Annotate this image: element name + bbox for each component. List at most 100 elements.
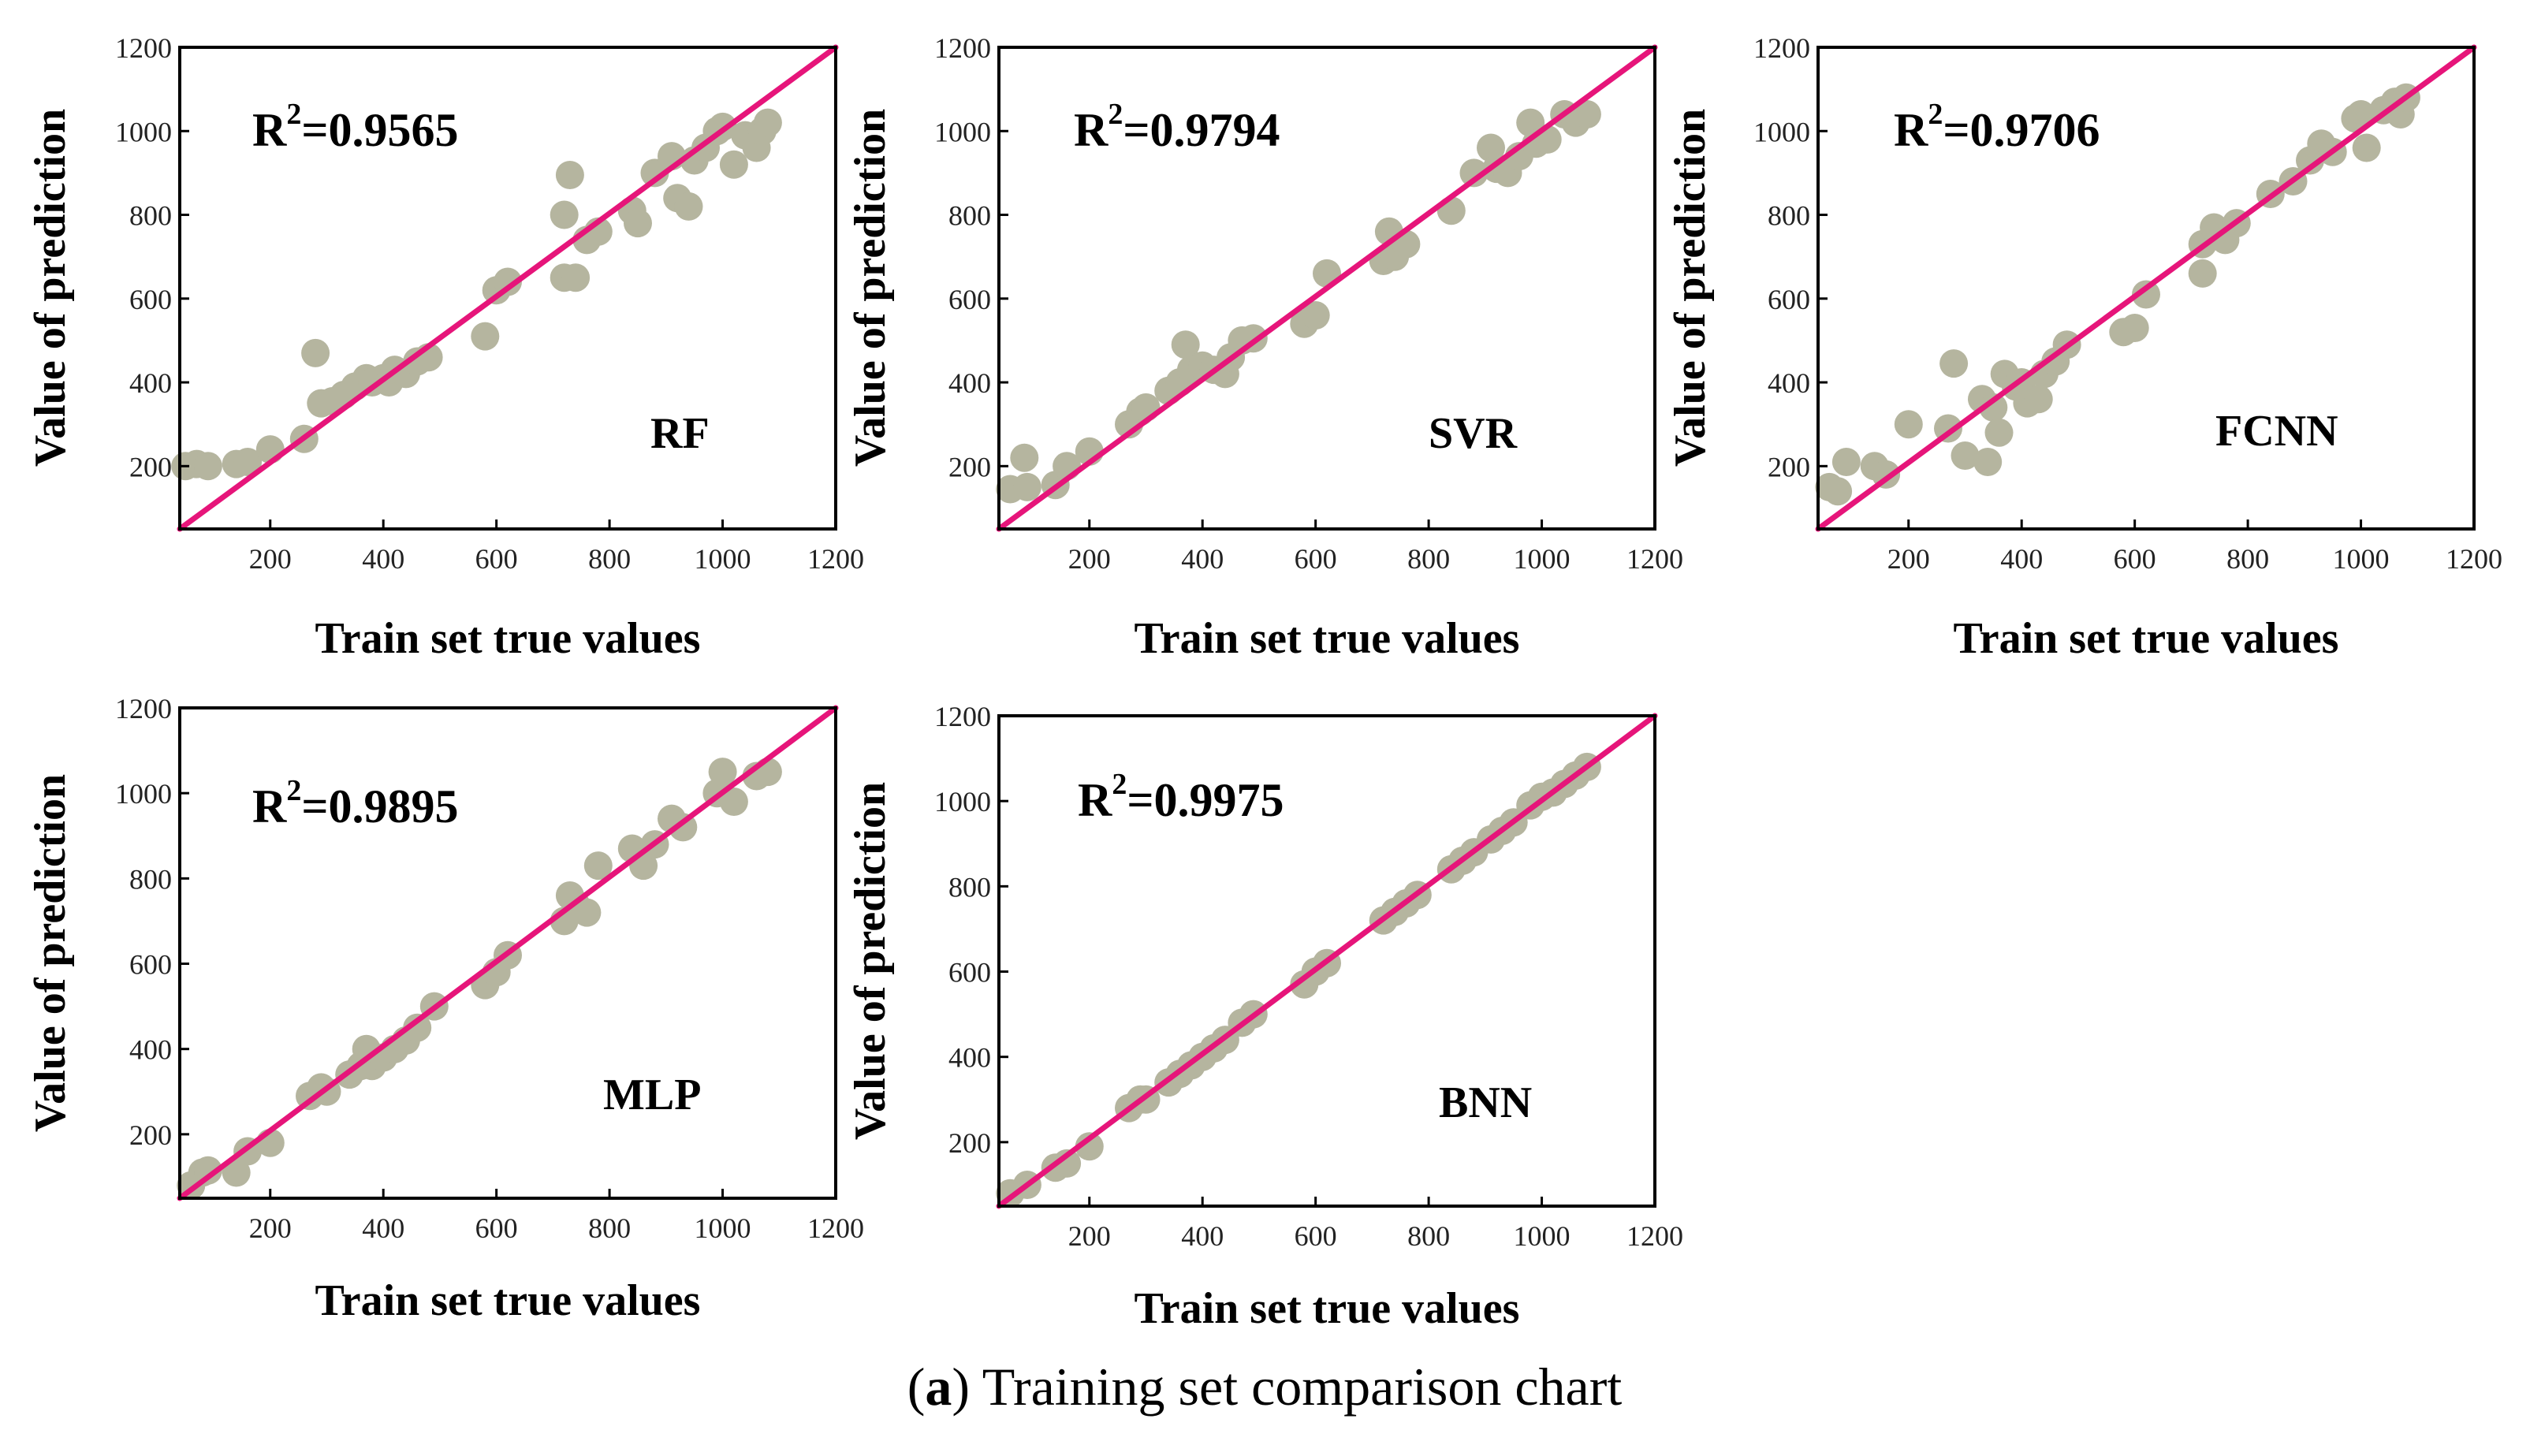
y-tick-label-mlp-1000: 1000 (115, 778, 172, 810)
y-tick-label-fcnn-200: 200 (1768, 451, 1810, 482)
x-tick-label-bnn-1200: 1200 (1626, 1220, 1683, 1252)
x-tick-label-svr-200: 200 (1068, 543, 1111, 575)
data-point-fcnn-12 (1984, 418, 2014, 447)
data-point-rf-22 (494, 267, 522, 296)
y-tick-label-rf-800: 800 (129, 200, 172, 232)
data-point-fcnn-25 (2188, 259, 2217, 288)
x-tick-label-fcnn-1000: 1000 (2333, 543, 2390, 575)
x-tick-label-fcnn-200: 200 (1887, 543, 1930, 575)
x-tick-label-rf-800: 800 (588, 543, 631, 575)
data-point-mlp-16 (403, 1013, 432, 1042)
data-point-svr-27 (1459, 158, 1489, 188)
x-tick-label-mlp-200: 200 (249, 1212, 292, 1244)
data-point-mlp-25 (583, 851, 613, 881)
y-tick-label-bnn-200: 200 (948, 1127, 991, 1159)
y-tick-label-rf-1000: 1000 (115, 116, 172, 147)
x-tick-label-bnn-800: 800 (1407, 1220, 1450, 1252)
model-label-mlp: MLP (603, 1071, 701, 1119)
data-point-fcnn-35 (2346, 100, 2375, 128)
x-axis-title-bnn: Train set true values (1135, 1284, 1520, 1333)
data-point-svr-2 (1012, 472, 1041, 501)
y-tick-label-rf-200: 200 (129, 451, 172, 482)
plot-frame-fcnn (1816, 46, 2476, 531)
model-label-rf: RF (650, 409, 710, 458)
data-point-svr-11 (1171, 330, 1200, 359)
panel-mlp: 200 400 600 800 1000 1200 200 400 600 800 1000 1200… (26, 693, 864, 1325)
plot-area-fcnn: 200 400 600 800 1000 1200 200 400 600 800 1000 1200 (1753, 32, 2502, 575)
data-point-svr-37 (1572, 100, 1601, 128)
x-tick-label-rf-400: 400 (362, 543, 404, 575)
x-tick-label-rf-600: 600 (475, 543, 518, 575)
data-point-fcnn-36 (2352, 133, 2381, 162)
x-tick-label-fcnn-1200: 1200 (2446, 543, 2502, 575)
data-point-fcnn-5 (1894, 410, 1923, 439)
figure-caption: (a) Training set comparison chart (907, 1357, 1623, 1417)
y-tick-label-mlp-1200: 1200 (115, 693, 172, 724)
data-point-rf-26 (555, 161, 584, 189)
x-tick-label-svr-800: 800 (1407, 543, 1450, 575)
x-axis-title-fcnn: Train set true values (1954, 614, 2339, 663)
plot-area-mlp: 200 400 600 800 1000 1200 200 400 600 800 1000 1200 (115, 693, 864, 1244)
y-tick-label-fcnn-1000: 1000 (1753, 116, 1810, 147)
fit-line-bnn (996, 713, 1658, 1209)
fit-line-rf (177, 44, 839, 532)
panel-rf: 200 400 600 800 1000 1200 200 400 600 800 1000 1200… (26, 32, 864, 663)
y-tick-label-bnn-1000: 1000 (934, 786, 991, 817)
data-point-rf-39 (719, 150, 748, 179)
y-tick-label-svr-400: 400 (948, 367, 991, 399)
plot-frame-svr (997, 46, 1656, 531)
y-tick-label-fcnn-400: 400 (1768, 367, 1810, 399)
x-tick-label-svr-600: 600 (1295, 543, 1337, 575)
y-tick-label-bnn-600: 600 (948, 957, 991, 989)
r2-label-rf: R2=0.9565 (252, 98, 459, 156)
plot-frame-rf (178, 46, 837, 531)
data-point-svr-8 (1131, 393, 1161, 422)
data-point-mlp-2 (193, 1156, 222, 1185)
y-tick-label-svr-800: 800 (948, 200, 991, 232)
plot-area-rf: 200 400 600 800 1000 1200 200 400 600 800 1000 1200 (115, 32, 864, 575)
data-point-rf-34 (674, 192, 703, 221)
fit-line-svr (996, 44, 1658, 532)
y-tick-label-fcnn-1200: 1200 (1753, 32, 1810, 64)
data-point-fcnn-23 (2132, 280, 2160, 309)
data-point-bnn-3 (1053, 1149, 1082, 1178)
data-point-fcnn-22 (2120, 314, 2149, 342)
data-point-fcnn-10 (1973, 448, 2003, 476)
x-tick-label-mlp-600: 600 (475, 1212, 518, 1244)
data-point-fcnn-17 (2024, 385, 2053, 414)
r2-label-bnn: R2=0.9975 (1078, 768, 1284, 826)
y-tick-label-fcnn-600: 600 (1768, 284, 1810, 315)
data-point-mlp-3 (222, 1158, 251, 1187)
y-tick-label-svr-600: 600 (948, 284, 991, 315)
fit-line-mlp (177, 705, 839, 1201)
plot-area-svr: 200 400 600 800 1000 1200 200 400 600 800 1000 1200 (934, 32, 1683, 575)
data-point-rf-4 (233, 448, 263, 476)
x-tick-label-bnn-1000: 1000 (1514, 1220, 1571, 1252)
x-tick-label-rf-200: 200 (249, 543, 292, 575)
data-point-rf-43 (753, 108, 782, 137)
y-tick-label-svr-1200: 1200 (934, 32, 991, 64)
x-tick-label-mlp-400: 400 (362, 1212, 404, 1244)
y-tick-label-mlp-400: 400 (129, 1034, 172, 1066)
data-point-rf-7 (301, 338, 330, 367)
x-tick-label-fcnn-800: 800 (2226, 543, 2269, 575)
x-tick-label-bnn-600: 600 (1295, 1220, 1337, 1252)
x-axis-title-rf: Train set true values (315, 614, 701, 663)
data-point-fcnn-1 (1824, 477, 1853, 506)
fit-line-fcnn (1815, 44, 2477, 532)
y-tick-label-svr-1000: 1000 (934, 116, 991, 147)
data-point-mlp-32 (708, 758, 737, 787)
data-point-svr-1 (1010, 443, 1039, 472)
data-point-rf-25 (561, 263, 591, 292)
y-tick-label-fcnn-800: 800 (1768, 200, 1810, 232)
y-tick-label-mlp-800: 800 (129, 863, 172, 895)
data-point-fcnn-7 (1939, 349, 1969, 378)
x-tick-label-rf-1200: 1200 (807, 543, 864, 575)
x-tick-label-fcnn-600: 600 (2114, 543, 2156, 575)
x-axis-title-svr: Train set true values (1135, 614, 1520, 663)
panel-bnn: 200 400 600 800 1000 1200 200 400 600 800 1000 1200… (846, 701, 1683, 1333)
panel-fcnn: 200 400 600 800 1000 1200 200 400 600 800 1000 1200… (1666, 32, 2502, 663)
model-label-svr: SVR (1429, 409, 1518, 458)
data-point-bnn-4 (1075, 1132, 1104, 1161)
x-tick-label-bnn-400: 400 (1181, 1220, 1224, 1252)
